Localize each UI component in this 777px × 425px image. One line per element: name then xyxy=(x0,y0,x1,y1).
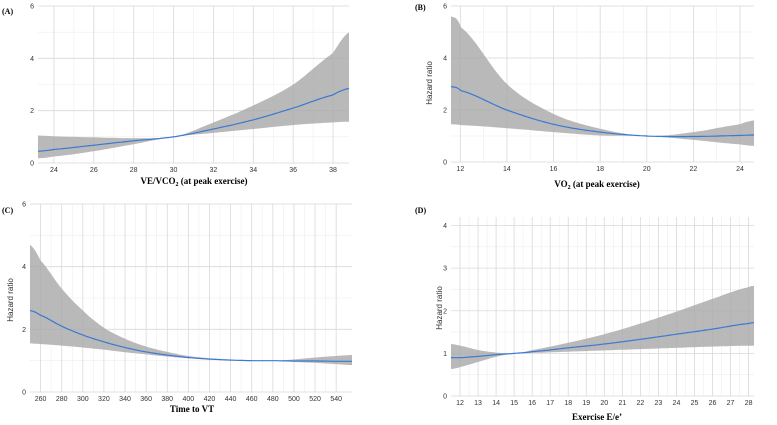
panel-d-x-axis-label: Exercise E/e’ xyxy=(572,412,622,422)
panel-b-x-tick-label: 24 xyxy=(736,166,744,173)
panel-b-y-ticks: 0 2 4 6 xyxy=(443,4,447,167)
panel-c-x-tick-label: 280 xyxy=(56,396,68,403)
panel-d-x-tick-label: 19 xyxy=(582,400,590,407)
panel-c-y-tick-label: 2 xyxy=(22,327,26,334)
panel-c-x-tick-label: 260 xyxy=(35,396,47,403)
panel-d-y-tick-label: 1 xyxy=(443,351,447,358)
panel-d-x-tick-label: 25 xyxy=(691,400,699,407)
panel-d-x-ticks: 12 13 14 15 16 17 18 19 20 21 22 23 24 25 26 27 28 xyxy=(456,400,752,407)
panel-c-label: (C) xyxy=(2,206,13,215)
panel-a-y-ticks: 0 2 4 6 xyxy=(30,4,34,168)
panel-d-x-tick-label: 15 xyxy=(510,400,518,407)
panel-d-y-tick-label: 4 xyxy=(443,223,447,230)
panel-b-y-axis-label: Hazard ratio xyxy=(425,61,434,105)
panel-c-y-axis-label: Hazard ratio xyxy=(6,278,15,322)
panel-c-x-tick-label: 360 xyxy=(140,396,152,403)
panel-d-x-tick-label: 17 xyxy=(546,400,554,407)
panel-c-hazard-curve xyxy=(29,309,352,362)
panel-c-x-tick-label: 340 xyxy=(119,396,131,403)
panel-d-confidence-band xyxy=(451,286,754,370)
panel-d-x-tick-label: 13 xyxy=(474,400,482,407)
panel-d-x-tick-label: 27 xyxy=(727,400,735,407)
panel-c-y-tick-label: 4 xyxy=(22,264,26,271)
panel-b-y-tick-label: 2 xyxy=(443,108,447,115)
panel-d-x-tick-label: 24 xyxy=(673,400,681,407)
panel-a-x-tick-label: 24 xyxy=(50,167,58,174)
panel-a-x-tick-label: 38 xyxy=(329,167,337,174)
panel-a-x-ticks: 24 26 28 30 32 34 36 38 xyxy=(50,167,337,174)
panel-d-x-tick-label: 16 xyxy=(528,400,536,407)
panel-b-x-axis-label: VO2 (at peak exercise) xyxy=(554,179,639,191)
panel-a-hazard-curve xyxy=(37,87,350,152)
panel-a-x-tick-label: 26 xyxy=(90,167,98,174)
panel-a-x-tick-label: 36 xyxy=(289,167,297,174)
panel-c-x-axis-label: Time to VT xyxy=(170,404,214,414)
panel-b-x-tick-label: 18 xyxy=(596,166,604,173)
panel-d-y-tick-label: 0 xyxy=(443,394,447,401)
panel-c-y-ticks: 0 2 4 6 xyxy=(22,202,26,397)
panel-d-x-tick-label: 28 xyxy=(745,400,753,407)
panel-c-confidence-band xyxy=(30,244,352,366)
panel-c-x-tick-label: 540 xyxy=(330,396,342,403)
panel-b-y-tick-label: 0 xyxy=(443,160,447,167)
panel-b-x-tick-label: 14 xyxy=(503,166,511,173)
panel-d-x-tick-label: 12 xyxy=(456,400,464,407)
panel-a-y-tick-label: 4 xyxy=(30,56,34,63)
panel-c-x-tick-label: 500 xyxy=(288,396,300,403)
panel-d-x-tick-label: 23 xyxy=(655,400,663,407)
panel-a-y-tick-label: 6 xyxy=(30,4,34,11)
panel-d: (D) 12 13 14 15 16 17 18 19 20 21 22 23 24 25 26 27 28 0… xyxy=(415,206,755,422)
panel-c: (C) 260 280 300 320 340 360 380 400 420 440 460 480… xyxy=(2,202,352,414)
panel-c-x-tick-label: 320 xyxy=(98,396,110,403)
panel-b-x-ticks: 12 14 16 18 20 22 24 xyxy=(456,166,744,173)
panel-b-confidence-band xyxy=(451,16,754,146)
panel-a-x-tick-label: 32 xyxy=(210,167,218,174)
panel-a-label: (A) xyxy=(2,7,13,16)
panel-a-x-tick-label: 34 xyxy=(249,167,257,174)
panel-c-y-tick-label: 6 xyxy=(22,202,26,209)
panel-c-y-tick-label: 0 xyxy=(22,390,26,397)
panel-c-x-tick-label: 420 xyxy=(204,396,216,403)
panel-a-y-tick-label: 2 xyxy=(30,108,34,115)
panel-b-label: (B) xyxy=(415,3,426,12)
panel-d-y-tick-label: 2 xyxy=(443,308,447,315)
panel-c-x-tick-label: 380 xyxy=(161,396,173,403)
panel-c-x-tick-label: 400 xyxy=(183,396,195,403)
panel-d-x-tick-label: 21 xyxy=(618,400,626,407)
panel-b-y-tick-label: 4 xyxy=(443,56,447,63)
panel-d-y-tick-label: 3 xyxy=(443,266,447,273)
panel-b-x-tick-label: 16 xyxy=(550,166,558,173)
panel-d-label: (D) xyxy=(415,206,426,215)
panel-c-x-tick-label: 460 xyxy=(246,396,258,403)
panel-d-y-axis-label: Hazard ratio xyxy=(435,286,444,330)
panel-d-x-tick-label: 14 xyxy=(492,400,500,407)
panel-c-x-ticks: 260 280 300 320 340 360 380 400 420 440 460 480 500 5… xyxy=(35,396,342,403)
panel-c-grid xyxy=(30,203,352,393)
panel-b-hazard-curve xyxy=(450,86,754,138)
panel-c-x-tick-label: 440 xyxy=(225,396,237,403)
panel-b-x-tick-label: 22 xyxy=(690,166,698,173)
panel-d-hazard-curve xyxy=(450,322,755,359)
panel-d-x-tick-label: 22 xyxy=(636,400,644,407)
panel-b-x-tick-label: 12 xyxy=(456,166,464,173)
panel-b-y-tick-label: 6 xyxy=(443,4,447,11)
panel-d-y-ticks: 0 1 2 3 4 xyxy=(443,223,447,400)
panel-b-x-tick-label: 20 xyxy=(643,166,651,173)
panel-a-x-axis-label: VE/VCO2 (at peak exercise) xyxy=(140,176,247,188)
panel-d-x-tick-label: 20 xyxy=(600,400,608,407)
panel-a-x-tick-label: 30 xyxy=(170,167,178,174)
panel-c-x-tick-label: 300 xyxy=(77,396,89,403)
panel-c-x-tick-label: 520 xyxy=(309,396,321,403)
panel-d-x-tick-label: 18 xyxy=(564,400,572,407)
panel-a-y-tick-label: 0 xyxy=(30,161,34,168)
panel-c-x-tick-label: 480 xyxy=(267,396,279,403)
panel-d-x-tick-label: 26 xyxy=(709,400,717,407)
panel-a-confidence-band xyxy=(38,32,349,159)
panel-a-x-tick-label: 28 xyxy=(130,167,138,174)
